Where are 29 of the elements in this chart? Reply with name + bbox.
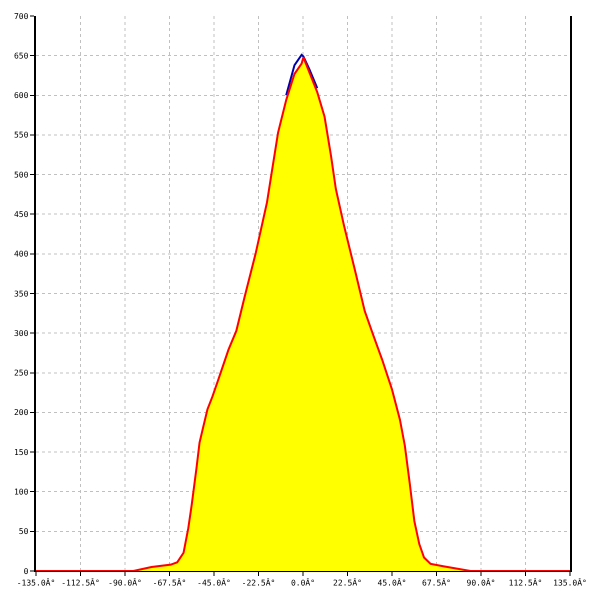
x-tick-label: -135.0Â° [16,578,56,588]
y-tick-label: 400 [14,250,29,259]
y-tick-label: 0 [24,566,29,576]
y-tick-label: 350 [14,289,29,298]
y-tick-label: 50 [18,527,29,536]
x-tick-label: 112.5Â° [508,578,542,588]
y-tick-label: 100 [14,488,29,497]
x-tick-label: -22.5Â° [242,578,276,588]
x-tick-label: 0.0Â° [290,578,316,588]
x-tick-label: -45.0Â° [197,578,231,588]
x-tick-label: 67.5Â° [422,578,451,588]
line-series [285,54,318,96]
y-tick-label: 300 [14,328,29,338]
y-tick-label: 700 [14,12,29,21]
y-tick-label: 250 [14,368,29,378]
x-tick-label: -90.0Â° [108,578,142,588]
y-tick-label: 150 [14,448,29,457]
y-tick-label: 450 [14,210,29,220]
x-tick-label: 135.0Â° [553,578,587,588]
x-tick-label: 90.0Â° [466,578,496,588]
y-tick-label: 200 [14,408,29,418]
y-tick-label: 550 [14,130,29,140]
y-tick-label: 650 [14,51,29,60]
y-tick-label: 600 [14,91,29,100]
y-tick-label: 500 [14,170,29,180]
x-tick-label: -67.5Â° [152,578,186,588]
x-tick-label: 22.5Â° [333,578,362,588]
x-tick-label: -112.5Â° [61,578,100,588]
x-tick-label: 45.0Â° [378,578,406,588]
